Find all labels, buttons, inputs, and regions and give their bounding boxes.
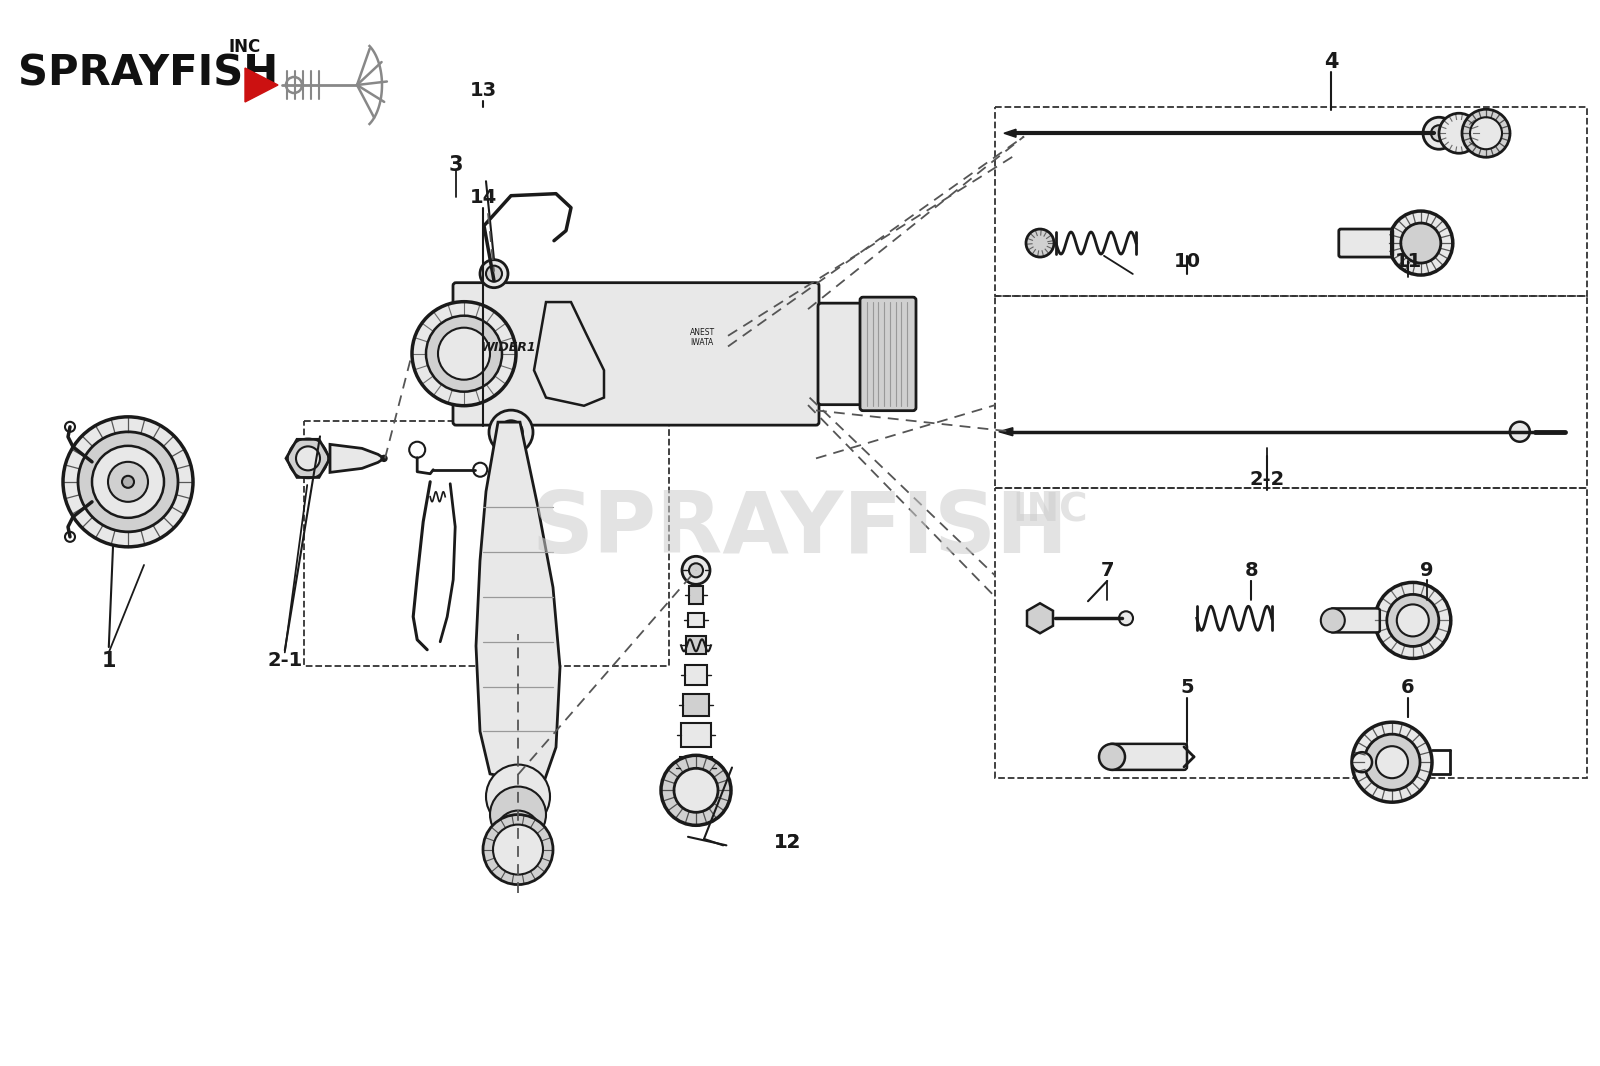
Circle shape (78, 432, 178, 532)
Text: WIDER1: WIDER1 (482, 341, 536, 354)
Circle shape (490, 787, 546, 842)
Circle shape (1462, 109, 1510, 158)
Circle shape (381, 455, 387, 462)
Circle shape (93, 446, 165, 518)
Circle shape (483, 814, 554, 885)
Text: 10: 10 (1174, 252, 1200, 271)
Polygon shape (534, 302, 605, 406)
Text: 8: 8 (1245, 561, 1258, 580)
Circle shape (1387, 595, 1438, 646)
Circle shape (296, 447, 320, 470)
Text: 6: 6 (1402, 678, 1414, 697)
Bar (304, 421, 669, 666)
Circle shape (499, 420, 523, 445)
Circle shape (1510, 422, 1530, 441)
Bar (995, 107, 1587, 296)
FancyBboxPatch shape (1109, 744, 1187, 770)
Circle shape (674, 769, 718, 812)
Circle shape (1389, 211, 1453, 275)
Circle shape (496, 810, 541, 855)
Text: 2-2: 2-2 (1250, 470, 1285, 489)
FancyBboxPatch shape (818, 303, 866, 405)
Text: 4: 4 (1323, 52, 1339, 71)
Text: 9: 9 (1421, 561, 1434, 580)
Bar (686, 561, 706, 580)
Text: 1: 1 (101, 651, 117, 671)
Circle shape (661, 756, 731, 825)
Text: 11: 11 (1394, 252, 1422, 271)
Circle shape (480, 260, 507, 288)
Bar (995, 296, 1587, 488)
Text: 3: 3 (448, 156, 464, 175)
Circle shape (486, 265, 502, 281)
Bar (683, 694, 709, 716)
Circle shape (1374, 582, 1451, 659)
Circle shape (122, 475, 134, 488)
Polygon shape (1005, 129, 1016, 138)
Circle shape (1352, 722, 1432, 803)
FancyBboxPatch shape (1339, 229, 1392, 257)
Circle shape (1430, 125, 1446, 142)
Circle shape (690, 563, 702, 578)
Polygon shape (477, 422, 560, 785)
Circle shape (682, 556, 710, 584)
Circle shape (1470, 117, 1502, 149)
Text: SPRAYFISH: SPRAYFISH (18, 52, 278, 94)
Text: 13: 13 (470, 81, 496, 100)
Circle shape (1363, 734, 1421, 790)
Circle shape (499, 833, 536, 869)
Bar (685, 665, 707, 685)
Text: 14: 14 (469, 188, 498, 207)
Circle shape (493, 825, 542, 874)
Bar (686, 636, 706, 655)
Bar (680, 757, 712, 779)
Circle shape (1397, 604, 1429, 636)
FancyBboxPatch shape (1331, 609, 1379, 632)
Circle shape (1118, 611, 1133, 626)
Circle shape (426, 316, 502, 391)
Circle shape (1322, 609, 1344, 632)
Circle shape (1099, 744, 1125, 770)
Text: 12: 12 (773, 833, 802, 852)
Circle shape (411, 302, 515, 406)
Text: 12: 12 (773, 833, 802, 852)
Bar (995, 488, 1587, 778)
Polygon shape (998, 427, 1013, 436)
Circle shape (1402, 223, 1440, 263)
Bar (688, 613, 704, 627)
Polygon shape (245, 68, 278, 102)
Bar (682, 724, 710, 747)
Text: INC: INC (1013, 491, 1088, 529)
Polygon shape (1027, 603, 1053, 633)
Circle shape (1438, 113, 1478, 154)
Circle shape (490, 410, 533, 454)
Text: 5: 5 (1181, 678, 1194, 697)
FancyBboxPatch shape (861, 297, 915, 410)
Circle shape (486, 764, 550, 828)
Text: 2-1: 2-1 (267, 651, 302, 671)
Text: SPRAYFISH: SPRAYFISH (531, 488, 1069, 571)
Text: ANEST
IWATA: ANEST IWATA (690, 328, 715, 348)
Circle shape (1376, 746, 1408, 778)
Polygon shape (286, 439, 330, 478)
Circle shape (62, 417, 194, 547)
FancyBboxPatch shape (453, 282, 819, 425)
Circle shape (1422, 117, 1454, 149)
Bar (690, 586, 702, 604)
Circle shape (1026, 229, 1054, 257)
Circle shape (1352, 753, 1373, 772)
Text: INC: INC (229, 38, 261, 56)
Polygon shape (330, 445, 384, 472)
Circle shape (438, 327, 490, 379)
Text: 7: 7 (1101, 561, 1114, 580)
Circle shape (109, 462, 147, 502)
